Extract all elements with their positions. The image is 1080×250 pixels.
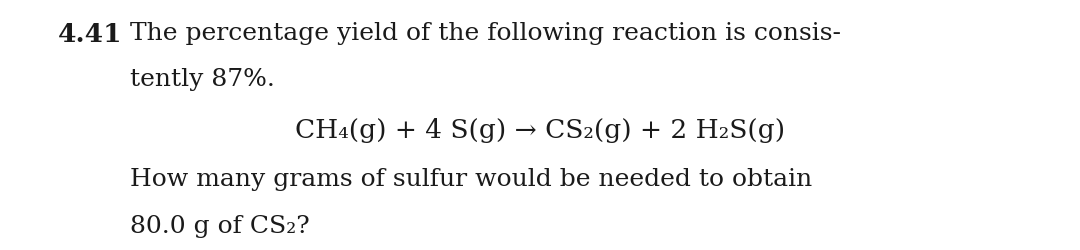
- Text: tently 87%.: tently 87%.: [130, 68, 275, 91]
- Text: 80.0 g of CS₂?: 80.0 g of CS₂?: [130, 215, 310, 238]
- Text: 4.41: 4.41: [58, 22, 122, 47]
- Text: How many grams of sulfur would be needed to obtain: How many grams of sulfur would be needed…: [130, 168, 812, 191]
- Text: The percentage yield of the following reaction is consis-: The percentage yield of the following re…: [130, 22, 841, 45]
- Text: CH₄(g) + 4 S(g) → CS₂(g) + 2 H₂S(g): CH₄(g) + 4 S(g) → CS₂(g) + 2 H₂S(g): [295, 118, 785, 143]
